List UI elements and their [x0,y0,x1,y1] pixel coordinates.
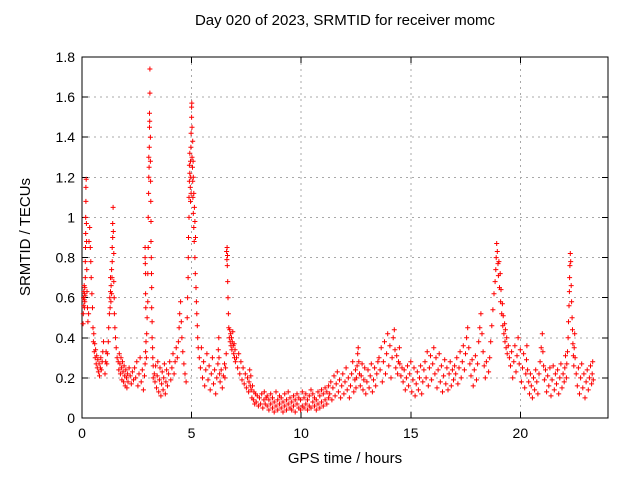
y-tick-label: 1.6 [56,89,76,105]
y-tick-label: 1.2 [56,169,76,185]
x-tick-label: 10 [293,425,309,441]
y-tick-label: 0.4 [56,330,76,346]
x-tick-label: 0 [78,425,86,441]
y-tick-label: 0 [67,410,75,426]
y-tick-label: 1.4 [56,129,76,145]
data-points [80,66,596,415]
y-tick-label: 0.2 [56,370,76,386]
y-tick-label: 1.8 [56,49,76,65]
chart-title: Day 020 of 2023, SRMTID for receiver mom… [194,12,496,29]
y-tick-label: 1 [67,209,75,225]
x-tick-label: 15 [403,425,419,441]
x-tick-label: 5 [188,425,196,441]
x-axis-title: GPS time / hours [287,450,403,467]
plot-border [81,56,609,419]
axis-ticks [81,56,608,419]
y-tick-label: 0.6 [56,290,76,306]
grid-lines [82,57,608,418]
x-tick-label: 20 [513,425,529,441]
y-tick-label: 0.8 [56,250,76,266]
